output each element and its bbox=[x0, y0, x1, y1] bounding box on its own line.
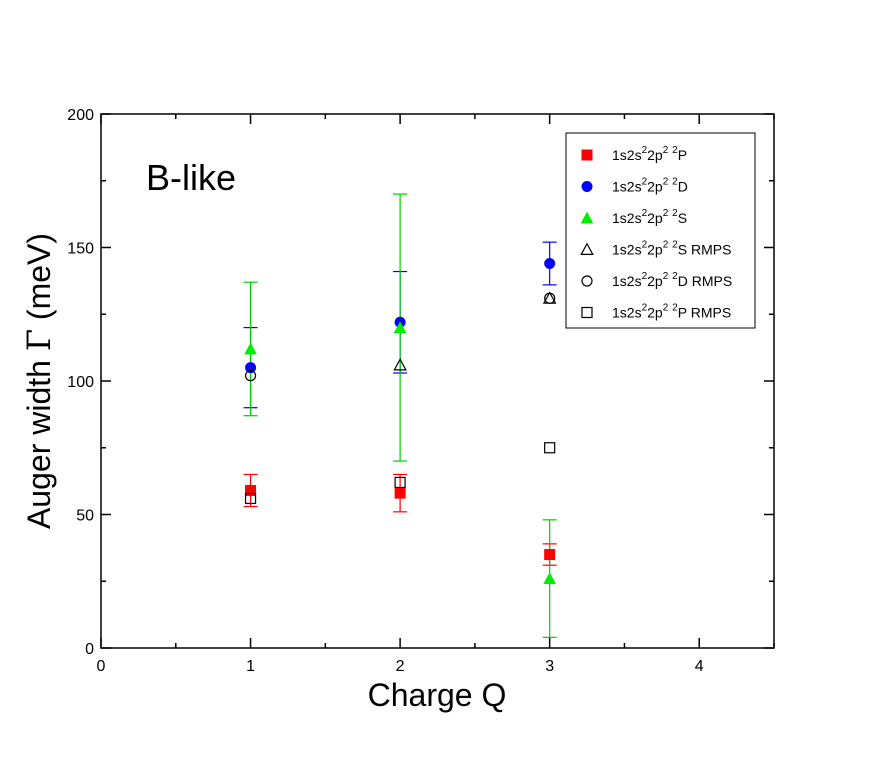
x-tick-label: 4 bbox=[695, 658, 704, 675]
legend-label-part: 2 bbox=[672, 271, 678, 282]
legend-marker bbox=[581, 181, 593, 192]
data-point bbox=[244, 342, 257, 355]
data-point bbox=[244, 492, 257, 505]
legend-label-part: 1s2s bbox=[612, 305, 642, 321]
legend-label-part: P bbox=[678, 147, 687, 163]
series-0-points bbox=[245, 484, 556, 561]
x-tick-label: 0 bbox=[97, 658, 106, 675]
legend-label: 1s2s22p2 2D bbox=[612, 177, 688, 195]
legend-label-part: 2 bbox=[642, 145, 648, 156]
y-tick-label: 200 bbox=[67, 107, 94, 124]
series-5-points bbox=[244, 442, 556, 505]
legend-item: 1s2s22p2 2D bbox=[581, 177, 688, 195]
legend-label-part: P RMPS bbox=[678, 305, 731, 321]
legend-label-part: 2 bbox=[663, 240, 669, 251]
legend-label: 1s2s22p2 2P RMPS bbox=[612, 303, 731, 321]
legend-label-part: D bbox=[678, 179, 688, 195]
x-tick-label: 3 bbox=[545, 658, 554, 675]
y-axis-title-text: Auger width bbox=[21, 351, 57, 529]
legend-label-part: 1s2s bbox=[612, 242, 642, 258]
legend-label: 1s2s22p2 2S bbox=[612, 208, 687, 226]
annotation-b-like: B-like bbox=[146, 157, 236, 198]
legend-label: 1s2s22p2 2P bbox=[612, 145, 687, 163]
legend-label-part: D RMPS bbox=[678, 273, 732, 289]
legend-label-part: 1s2s bbox=[612, 147, 642, 163]
y-axis-title-unit: (meV) bbox=[21, 233, 57, 329]
legend-item: 1s2s22p2 2S bbox=[580, 208, 687, 226]
legend-label-part: 2 bbox=[663, 177, 669, 188]
legend-label-part: S RMPS bbox=[678, 242, 732, 258]
y-tick-label: 100 bbox=[67, 374, 94, 391]
data-point bbox=[394, 487, 406, 499]
x-axis-title: Charge Q bbox=[368, 677, 507, 713]
legend-label-part: 2 bbox=[663, 208, 669, 219]
legend-label-part: S bbox=[678, 210, 687, 226]
legend-marker bbox=[580, 211, 594, 224]
axis-ticks: 0 1 2 3 4 0 50 100 150 200 bbox=[67, 107, 775, 675]
data-point bbox=[544, 292, 556, 304]
gamma-symbol: Γ bbox=[20, 329, 58, 351]
legend-label-part: 2 bbox=[672, 177, 678, 188]
data-point bbox=[544, 442, 556, 454]
data-point bbox=[244, 370, 257, 382]
y-tick-label: 150 bbox=[67, 241, 94, 258]
legend-label-part: 2p bbox=[647, 179, 663, 195]
data-point bbox=[393, 321, 407, 333]
legend-label-part: 1s2s bbox=[612, 210, 642, 226]
data-point bbox=[245, 484, 257, 496]
legend-item: 1s2s22p2 2D RMPS bbox=[581, 271, 732, 289]
x-tick-label: 2 bbox=[396, 658, 405, 675]
legend-item: 1s2s22p2 2S RMPS bbox=[580, 240, 731, 258]
legend-item: 1s2s22p2 2P RMPS bbox=[581, 303, 731, 321]
legend-label: 1s2s22p2 2S RMPS bbox=[612, 240, 731, 258]
legend-label-part: 2 bbox=[672, 240, 678, 251]
legend-label: 1s2s22p2 2D RMPS bbox=[612, 271, 732, 289]
legend-label-part: 1s2s bbox=[612, 179, 642, 195]
series-2-points bbox=[244, 321, 556, 584]
legend-box bbox=[565, 132, 756, 329]
legend-label-part: 2p bbox=[647, 210, 663, 226]
legend-label-part: 2 bbox=[642, 177, 648, 188]
legend-label-part: 2p bbox=[647, 147, 663, 163]
legend-marker bbox=[581, 306, 593, 319]
legend-label-part: 2p bbox=[647, 242, 663, 258]
legend-label-part: 2 bbox=[672, 145, 678, 156]
legend-label-part: 2 bbox=[642, 271, 648, 282]
legend-label-part: 1s2s bbox=[612, 273, 642, 289]
legend-marker bbox=[581, 275, 593, 287]
y-tick-label: 50 bbox=[76, 508, 94, 525]
data-point bbox=[544, 549, 556, 561]
data-point bbox=[393, 357, 407, 371]
data-point bbox=[544, 258, 556, 270]
y-tick-label: 0 bbox=[85, 641, 94, 658]
legend-marker bbox=[580, 242, 594, 255]
legend-label-part: 2 bbox=[642, 303, 648, 314]
data-series bbox=[243, 193, 557, 638]
legend-label-part: 2 bbox=[642, 208, 648, 219]
data-point bbox=[245, 362, 257, 374]
legend-label-part: 2 bbox=[663, 303, 669, 314]
legend-item: 1s2s22p2 2P bbox=[581, 145, 687, 163]
y-axis-title: Auger width Γ (meV) bbox=[20, 233, 58, 529]
legend-label-part: 2p bbox=[647, 273, 663, 289]
legend-label-part: 2 bbox=[663, 145, 669, 156]
legend-label-part: 2 bbox=[672, 208, 678, 219]
series-2-errors bbox=[243, 193, 557, 638]
legend-label-part: 2p bbox=[647, 305, 663, 321]
legend-label-part: 2 bbox=[642, 240, 648, 251]
series-3-points bbox=[393, 291, 557, 371]
data-point bbox=[394, 476, 406, 489]
x-tick-label: 1 bbox=[246, 658, 255, 675]
legend-label-part: 2 bbox=[672, 303, 678, 314]
series-4-points bbox=[244, 292, 556, 382]
legend-label-part: 2 bbox=[663, 271, 669, 282]
data-point bbox=[543, 572, 556, 584]
legend-marker bbox=[581, 149, 593, 161]
